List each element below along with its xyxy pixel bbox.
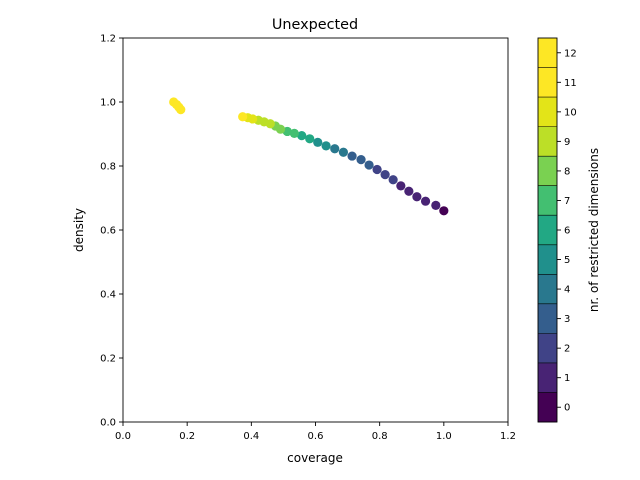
x-tick-label: 1.2 [500, 431, 516, 442]
data-point [396, 181, 406, 191]
colorbar-tick-label: 1 [564, 373, 570, 384]
data-point [289, 128, 299, 138]
colorbar-segment [538, 38, 557, 68]
x-tick-label: 0.2 [179, 431, 195, 442]
colorbar-segment [538, 392, 557, 423]
data-point [321, 141, 331, 151]
colorbar-tick-label: 4 [564, 285, 570, 296]
colorbar-segment [538, 274, 557, 305]
x-axis-label: coverage [287, 451, 343, 465]
colorbar-segment [538, 244, 557, 275]
colorbar-segment [538, 126, 557, 157]
data-point [439, 206, 449, 216]
x-tick-label: 0.4 [243, 431, 259, 442]
data-point [330, 144, 340, 154]
data-point [420, 196, 431, 206]
chart-title: Unexpected [272, 17, 358, 33]
colorbar-tick-label: 11 [564, 78, 577, 89]
data-point [364, 160, 374, 170]
y-tick-label: 0.8 [100, 162, 116, 173]
data-point [347, 151, 357, 161]
colorbar-segment [538, 97, 557, 127]
colorbar-tick-label: 12 [564, 48, 577, 59]
axes-frame [122, 37, 509, 423]
colorbar-label: nr. of restricted dimensions [587, 148, 601, 312]
colorbar-tick-label: 9 [564, 137, 570, 148]
y-tick-label: 1.2 [100, 34, 116, 45]
x-tick-label: 1.0 [436, 431, 452, 442]
colorbar-segment [538, 333, 557, 364]
data-point [305, 134, 315, 144]
data-point [313, 137, 323, 147]
data-point [431, 200, 441, 210]
colorbar-tick-label: 10 [564, 107, 577, 118]
y-tick-label: 1.0 [100, 98, 116, 109]
y-tick-label: 0.4 [100, 290, 116, 301]
colorbar-frame [537, 37, 558, 423]
colorbar-tick-label: 6 [564, 226, 570, 237]
data-point [412, 192, 422, 202]
colorbar-tick-label: 8 [564, 166, 570, 177]
colorbar-segment [538, 185, 557, 216]
colorbar-tick-label: 0 [564, 403, 570, 414]
colorbar-tick-label: 3 [564, 314, 570, 325]
data-point [338, 147, 349, 157]
x-tick-label: 0.0 [115, 431, 131, 442]
data-point [297, 131, 307, 141]
data-point [169, 97, 179, 107]
y-tick-label: 0.0 [100, 418, 116, 429]
colorbar-segment [538, 362, 557, 393]
colorbar-segment [538, 215, 557, 246]
data-point [372, 164, 382, 175]
colorbar-tick-label: 2 [564, 344, 570, 355]
colorbar-tick-label: 5 [564, 255, 570, 266]
y-axis-label: density [72, 208, 86, 252]
x-tick-label: 0.6 [308, 431, 324, 442]
data-point [380, 170, 390, 180]
data-point [404, 186, 414, 196]
plot-area: 0.0 0.2 0.4 0.6 0.8 1.0 1.2 0.0 0.2 0.4 0.6 0.8 1.0 1… [100, 34, 516, 443]
data-point [238, 112, 248, 122]
colorbar-segment [538, 156, 557, 186]
x-tick-label: 0.8 [372, 431, 388, 442]
data-point [356, 155, 366, 165]
y-tick-label: 0.6 [100, 226, 116, 237]
colorbar-segment [538, 303, 557, 334]
colorbar-segment [538, 67, 557, 98]
y-tick-label: 0.2 [100, 354, 116, 365]
data-point [388, 175, 398, 185]
colorbar-tick-label: 7 [564, 196, 570, 207]
